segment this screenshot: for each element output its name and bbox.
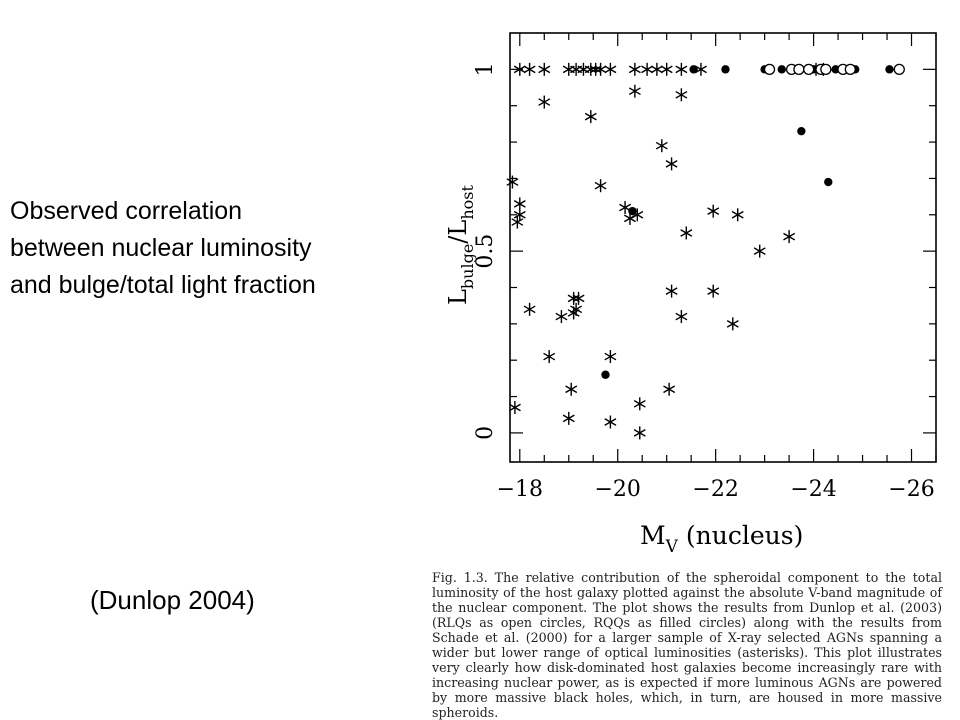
asterisk-point <box>589 62 602 76</box>
asterisk-point <box>506 175 519 189</box>
description-line-3: and bulge/total light fraction <box>10 271 316 299</box>
asterisk-point <box>565 382 578 396</box>
asterisk-point <box>508 400 521 414</box>
asterisk-point <box>562 411 575 425</box>
asterisk-point <box>513 208 526 222</box>
asterisk-point <box>567 306 580 320</box>
asterisk-point <box>633 426 646 440</box>
asterisk-point <box>604 415 617 429</box>
y-tick-label: 1 <box>473 62 498 76</box>
asterisk-point <box>577 62 590 76</box>
x-tick-label: −26 <box>888 477 934 502</box>
asterisk-point <box>665 284 678 298</box>
y-tick-label: 0 <box>473 426 498 440</box>
asterisk-point <box>641 62 654 76</box>
asterisk-point <box>707 284 720 298</box>
open-circle-point <box>793 63 805 76</box>
open-circle-point <box>820 63 832 76</box>
filled-circle-point <box>721 65 730 74</box>
figure-caption: Fig. 1.3. The relative contribution of t… <box>432 570 942 720</box>
asterisk-point <box>567 291 580 305</box>
asterisk-point <box>628 62 641 76</box>
asterisk-point <box>726 317 739 331</box>
slide-description: Observed correlation between nuclear lum… <box>10 193 420 304</box>
asterisk-point <box>594 179 607 193</box>
data-markers <box>506 62 905 440</box>
asterisk-point <box>731 208 744 222</box>
asterisk-point <box>562 62 575 76</box>
x-tick-label: −18 <box>497 477 543 502</box>
asterisk-point <box>675 88 688 102</box>
filled-circle-point <box>689 65 698 74</box>
filled-circle-point <box>628 206 637 216</box>
asterisk-point <box>604 62 617 76</box>
open-circle-point <box>763 63 776 76</box>
tick-marks <box>510 33 937 462</box>
open-circle-point <box>844 63 856 76</box>
x-tick-label: −22 <box>692 477 738 502</box>
asterisk-point <box>594 62 607 76</box>
y-axis-label: Lbulge/Lhost <box>444 185 477 305</box>
asterisk-point <box>604 350 617 364</box>
asterisk-point <box>663 382 676 396</box>
x-tick-label: −24 <box>790 477 836 502</box>
asterisk-point <box>523 302 536 316</box>
asterisk-point <box>783 230 796 244</box>
asterisk-point <box>513 197 526 211</box>
asterisk-point <box>628 84 641 98</box>
asterisk-point <box>513 62 526 76</box>
asterisk-point <box>675 310 688 324</box>
asterisk-point <box>707 204 720 218</box>
open-circle-point <box>893 63 905 76</box>
asterisk-point <box>665 157 678 171</box>
asterisk-point <box>675 62 688 76</box>
filled-circle-point <box>601 370 610 379</box>
plot-frame <box>509 32 937 463</box>
open-circle-point <box>803 63 815 76</box>
description-line-1: Observed correlation <box>10 197 243 225</box>
citation: (Dunlop 2004) <box>90 585 255 615</box>
asterisk-point <box>543 350 556 364</box>
asterisk-point <box>680 226 693 240</box>
x-axis-label: MV (nucleus) <box>640 521 803 557</box>
asterisk-point <box>570 62 583 76</box>
asterisk-point <box>584 110 597 124</box>
filled-circle-point <box>777 65 786 74</box>
x-tick-label: −20 <box>595 477 641 502</box>
filled-circle-point <box>885 65 894 74</box>
asterisk-point <box>633 397 646 411</box>
filled-circle-point <box>797 126 806 136</box>
filled-circle-point <box>824 177 833 187</box>
asterisk-point <box>555 310 568 324</box>
asterisk-point <box>655 139 668 153</box>
asterisk-point <box>650 62 663 76</box>
asterisk-point <box>660 62 673 76</box>
x-tick-labels: −18 −20 −22 −24 −26 <box>497 477 935 502</box>
asterisk-point <box>511 215 524 229</box>
asterisk-point <box>523 62 536 76</box>
asterisk-point <box>538 62 551 76</box>
y-tick-label: 0.5 <box>473 234 498 269</box>
asterisk-point <box>538 95 551 109</box>
asterisk-point <box>753 244 766 258</box>
y-tick-labels: 00.51 <box>473 62 498 440</box>
description-line-2: between nuclear luminosity <box>10 234 312 262</box>
asterisk-point <box>584 62 597 76</box>
asterisk-point <box>572 291 585 305</box>
